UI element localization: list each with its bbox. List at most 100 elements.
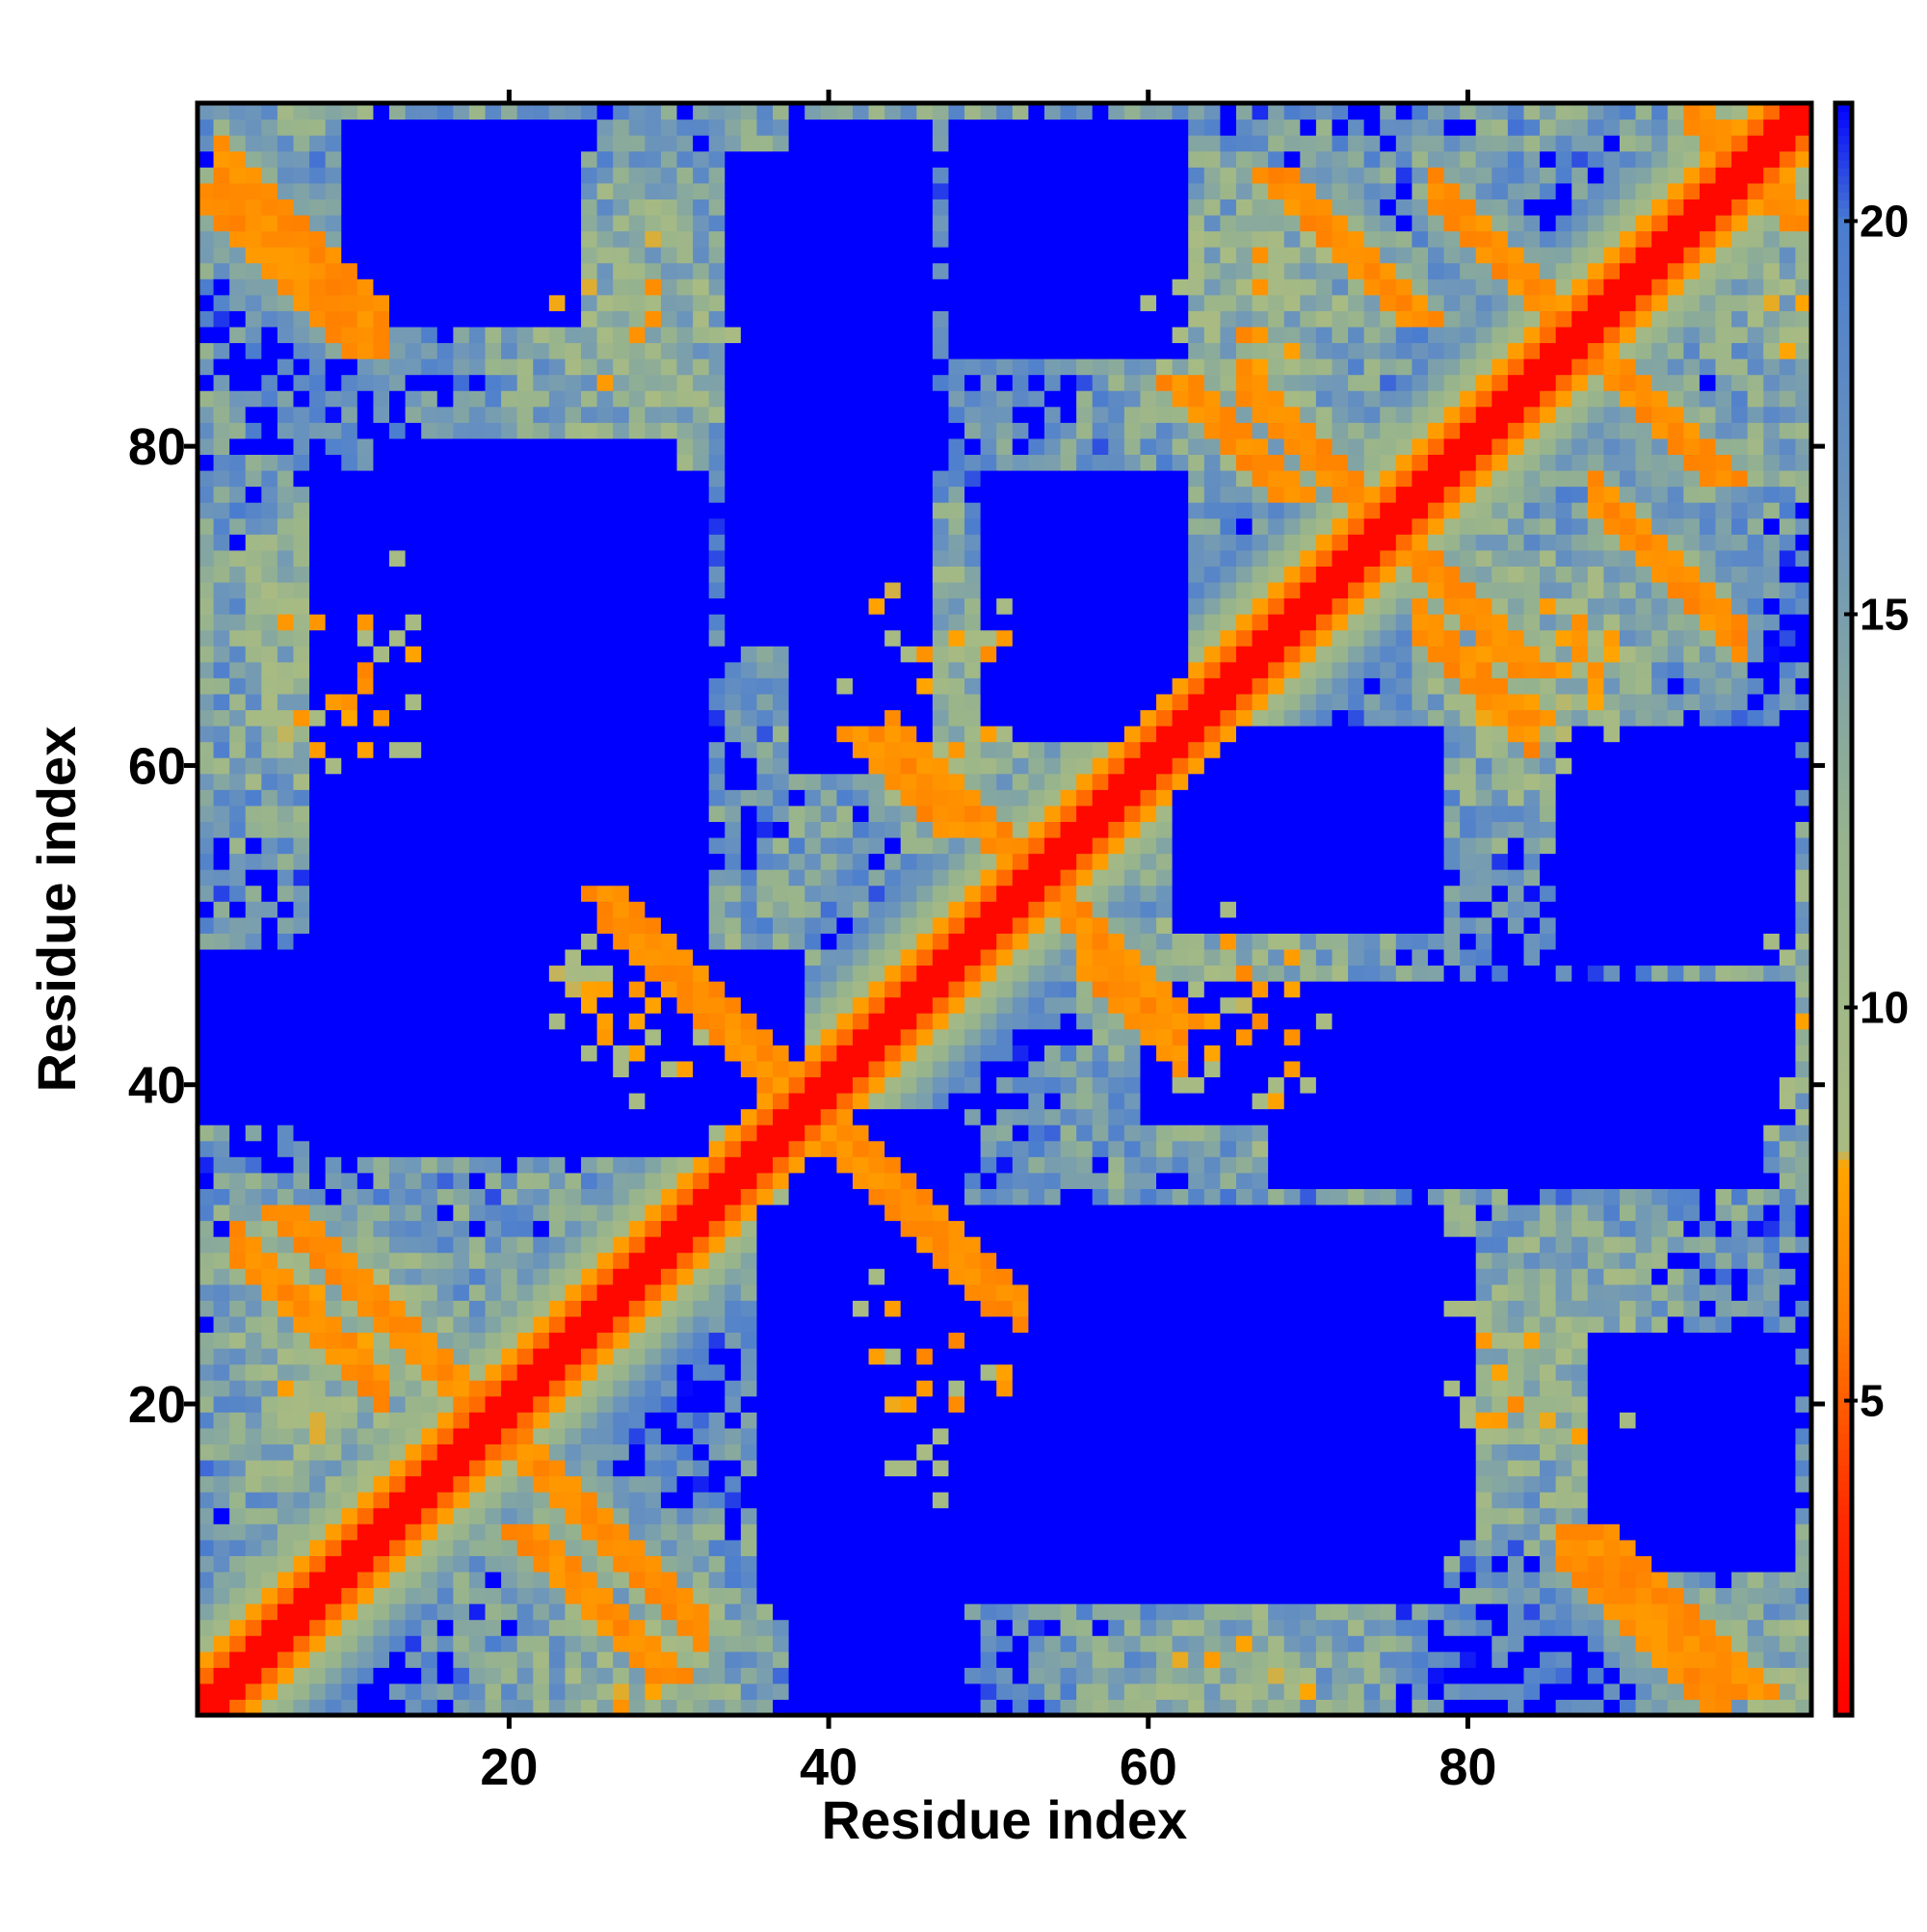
heatmap-cell xyxy=(740,486,758,503)
heatmap-cell xyxy=(868,709,885,727)
heatmap-cell xyxy=(468,1492,487,1509)
heatmap-cell xyxy=(836,198,854,216)
heatmap-cell xyxy=(581,773,598,790)
heatmap-cell xyxy=(613,374,630,391)
heatmap-cell xyxy=(932,103,950,120)
heatmap-cell xyxy=(964,517,982,535)
heatmap-cell xyxy=(229,230,247,248)
heatmap-cell xyxy=(213,1236,230,1254)
heatmap-cell xyxy=(581,1507,598,1524)
heatmap-cell xyxy=(836,1268,854,1285)
heatmap-cell xyxy=(820,869,837,887)
heatmap-cell xyxy=(756,390,774,408)
heatmap-cell xyxy=(325,965,342,982)
heatmap-cell xyxy=(293,406,310,423)
heatmap-cell xyxy=(356,1332,375,1349)
heatmap-cell xyxy=(852,422,870,439)
heatmap-cell xyxy=(676,103,694,120)
heatmap-cell xyxy=(660,1045,678,1062)
heatmap-cell xyxy=(916,757,934,775)
heatmap-cell xyxy=(373,1236,390,1254)
heatmap-cell xyxy=(293,549,310,567)
heatmap-cell xyxy=(788,182,805,199)
heatmap-cell xyxy=(660,1172,678,1189)
heatmap-cell xyxy=(948,326,965,344)
heatmap-cell xyxy=(198,741,215,758)
heatmap-cell xyxy=(501,1028,518,1045)
heatmap-cell xyxy=(277,1220,295,1237)
heatmap-cell xyxy=(325,885,342,902)
heatmap-cell xyxy=(884,1172,902,1189)
heatmap-cell xyxy=(436,1204,454,1222)
heatmap-cell xyxy=(453,1635,470,1653)
heatmap-cell xyxy=(820,1284,837,1301)
heatmap-cell xyxy=(932,1332,950,1349)
heatmap-cell xyxy=(436,741,454,758)
heatmap-cell xyxy=(836,1300,854,1317)
heatmap-cell xyxy=(565,805,582,822)
heatmap-cell xyxy=(596,1300,614,1317)
heatmap-cell xyxy=(245,1507,262,1524)
heatmap-cell xyxy=(405,948,422,966)
heatmap-cell xyxy=(948,646,965,663)
heatmap-cell xyxy=(229,948,247,966)
heatmap-cell xyxy=(805,853,822,870)
heatmap-cell xyxy=(916,1475,934,1493)
heatmap-cell xyxy=(773,853,790,870)
heatmap-cell xyxy=(948,1363,965,1381)
heatmap-cell xyxy=(261,1188,278,1205)
heatmap-cell xyxy=(261,198,278,216)
heatmap-cell xyxy=(645,757,662,775)
heatmap-cell xyxy=(485,1412,502,1429)
heatmap-cell xyxy=(900,1220,917,1237)
heatmap-cell xyxy=(980,1539,997,1556)
heatmap-cell xyxy=(740,1125,758,1142)
heatmap-cell xyxy=(548,1427,567,1444)
heatmap-cell xyxy=(948,805,965,822)
heatmap-cell xyxy=(708,1108,726,1125)
heatmap-cell xyxy=(788,1204,805,1222)
heatmap-cell xyxy=(948,517,965,535)
heatmap-cell xyxy=(516,1635,534,1653)
heatmap-cell xyxy=(261,1380,278,1397)
heatmap-cell xyxy=(261,1172,278,1189)
heatmap-cell xyxy=(773,646,790,663)
heatmap-cell xyxy=(213,965,230,982)
heatmap-cell xyxy=(725,1555,742,1573)
heatmap-cell xyxy=(836,1427,854,1444)
heatmap-cell xyxy=(309,549,327,567)
heatmap-cell xyxy=(676,1315,694,1334)
heatmap-cell xyxy=(836,773,854,790)
heatmap-cell xyxy=(356,486,375,503)
heatmap-cell xyxy=(852,1507,870,1524)
heatmap-cell xyxy=(868,1587,885,1604)
heatmap-cell xyxy=(293,646,310,663)
heatmap-cell xyxy=(932,981,950,998)
heatmap-cell xyxy=(948,965,965,982)
heatmap-cell xyxy=(548,1252,567,1269)
heatmap-cell xyxy=(213,1427,230,1444)
heatmap-cell xyxy=(596,1268,614,1285)
heatmap-cell xyxy=(198,1667,215,1684)
heatmap-cell xyxy=(533,390,550,408)
heatmap-cell xyxy=(421,1140,438,1157)
heatmap-cell xyxy=(468,1156,487,1174)
heatmap-cell xyxy=(277,726,295,743)
heatmap-cell xyxy=(948,1427,965,1444)
heatmap-cell xyxy=(533,374,550,391)
heatmap-cell xyxy=(613,310,630,328)
heatmap-cell xyxy=(820,821,837,838)
heatmap-cell xyxy=(373,294,390,311)
heatmap-cell xyxy=(309,214,327,232)
heatmap-cell xyxy=(676,1236,694,1254)
heatmap-cell xyxy=(405,422,422,439)
heatmap-cell xyxy=(708,853,726,870)
heatmap-cell xyxy=(693,1699,710,1716)
heatmap-cell xyxy=(309,965,327,982)
heatmap-cell xyxy=(373,1045,390,1062)
heatmap-cell xyxy=(565,262,582,279)
heatmap-cell xyxy=(836,741,854,758)
heatmap-cell xyxy=(628,135,646,152)
heatmap-cell xyxy=(341,709,358,727)
